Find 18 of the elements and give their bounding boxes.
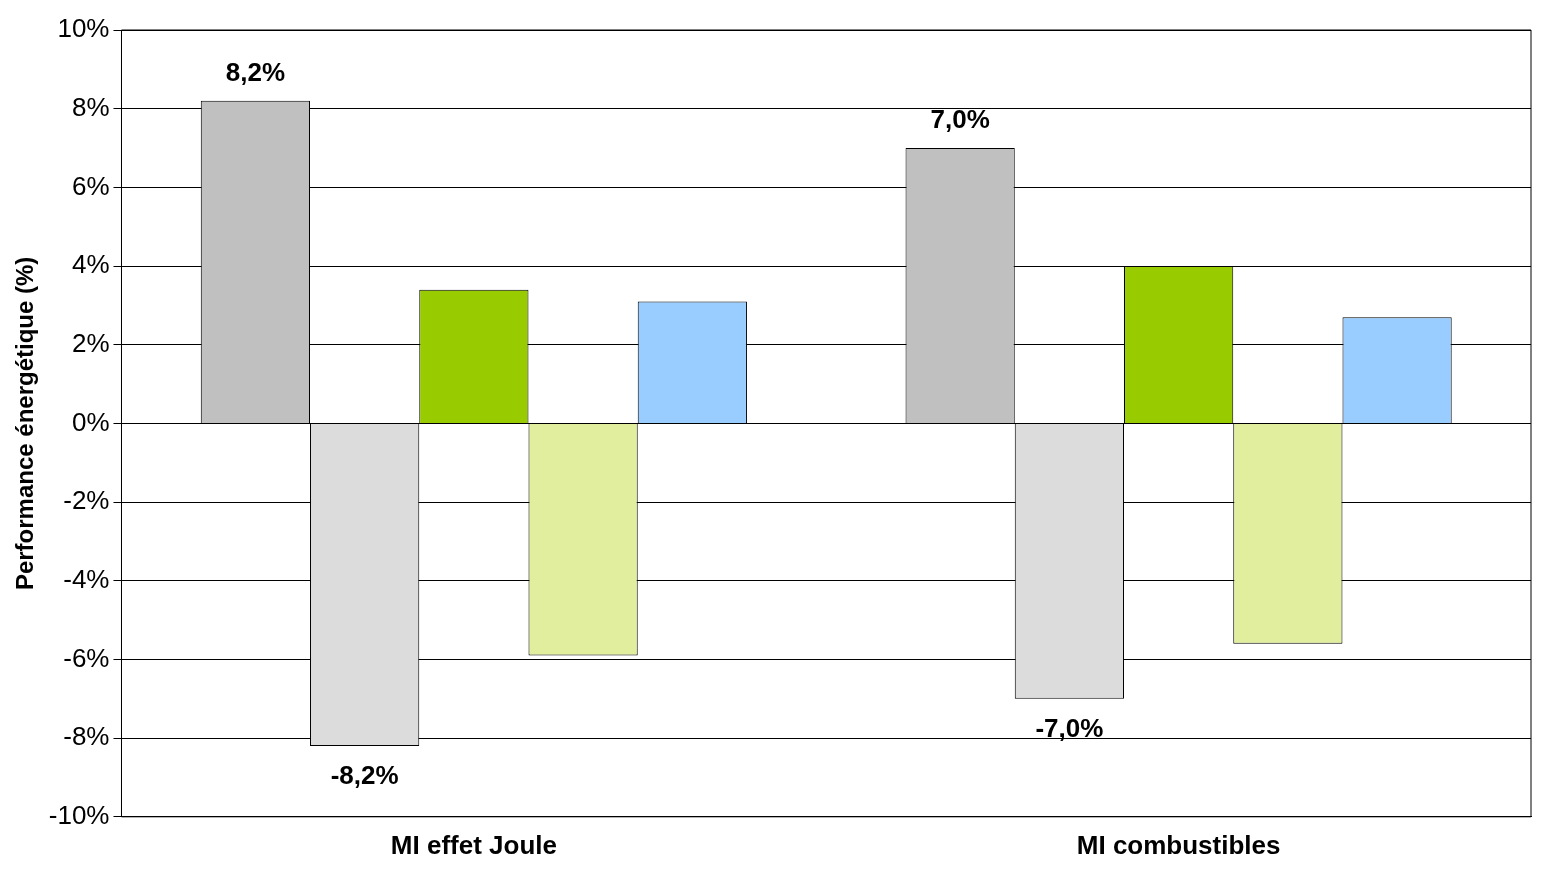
y-tick-label: 10% bbox=[57, 13, 110, 44]
y-tick-label: 8% bbox=[71, 91, 110, 122]
y-tick-label: 2% bbox=[71, 327, 110, 358]
y-axis-title: Performance énergétique (%) bbox=[11, 256, 39, 591]
x-tick-label: MI effet Joule bbox=[390, 829, 557, 860]
y-tick-label: -2% bbox=[63, 485, 110, 516]
y-tick-label: -10% bbox=[48, 799, 110, 830]
x-tick-label: MI combustibles bbox=[1076, 829, 1281, 860]
data-label: 7,0% bbox=[930, 104, 990, 135]
y-tick-label: 6% bbox=[71, 170, 110, 201]
y-tick-label: 0% bbox=[71, 406, 110, 437]
y-tick-label: 4% bbox=[71, 249, 110, 280]
data-label: 8,2% bbox=[225, 56, 286, 87]
y-tick-label: -6% bbox=[63, 642, 110, 673]
data-label: -8,2% bbox=[330, 760, 399, 791]
y-tick-label: -4% bbox=[63, 563, 110, 594]
y-tick-label: -8% bbox=[63, 721, 110, 752]
data-label: -7,0% bbox=[1035, 712, 1104, 743]
